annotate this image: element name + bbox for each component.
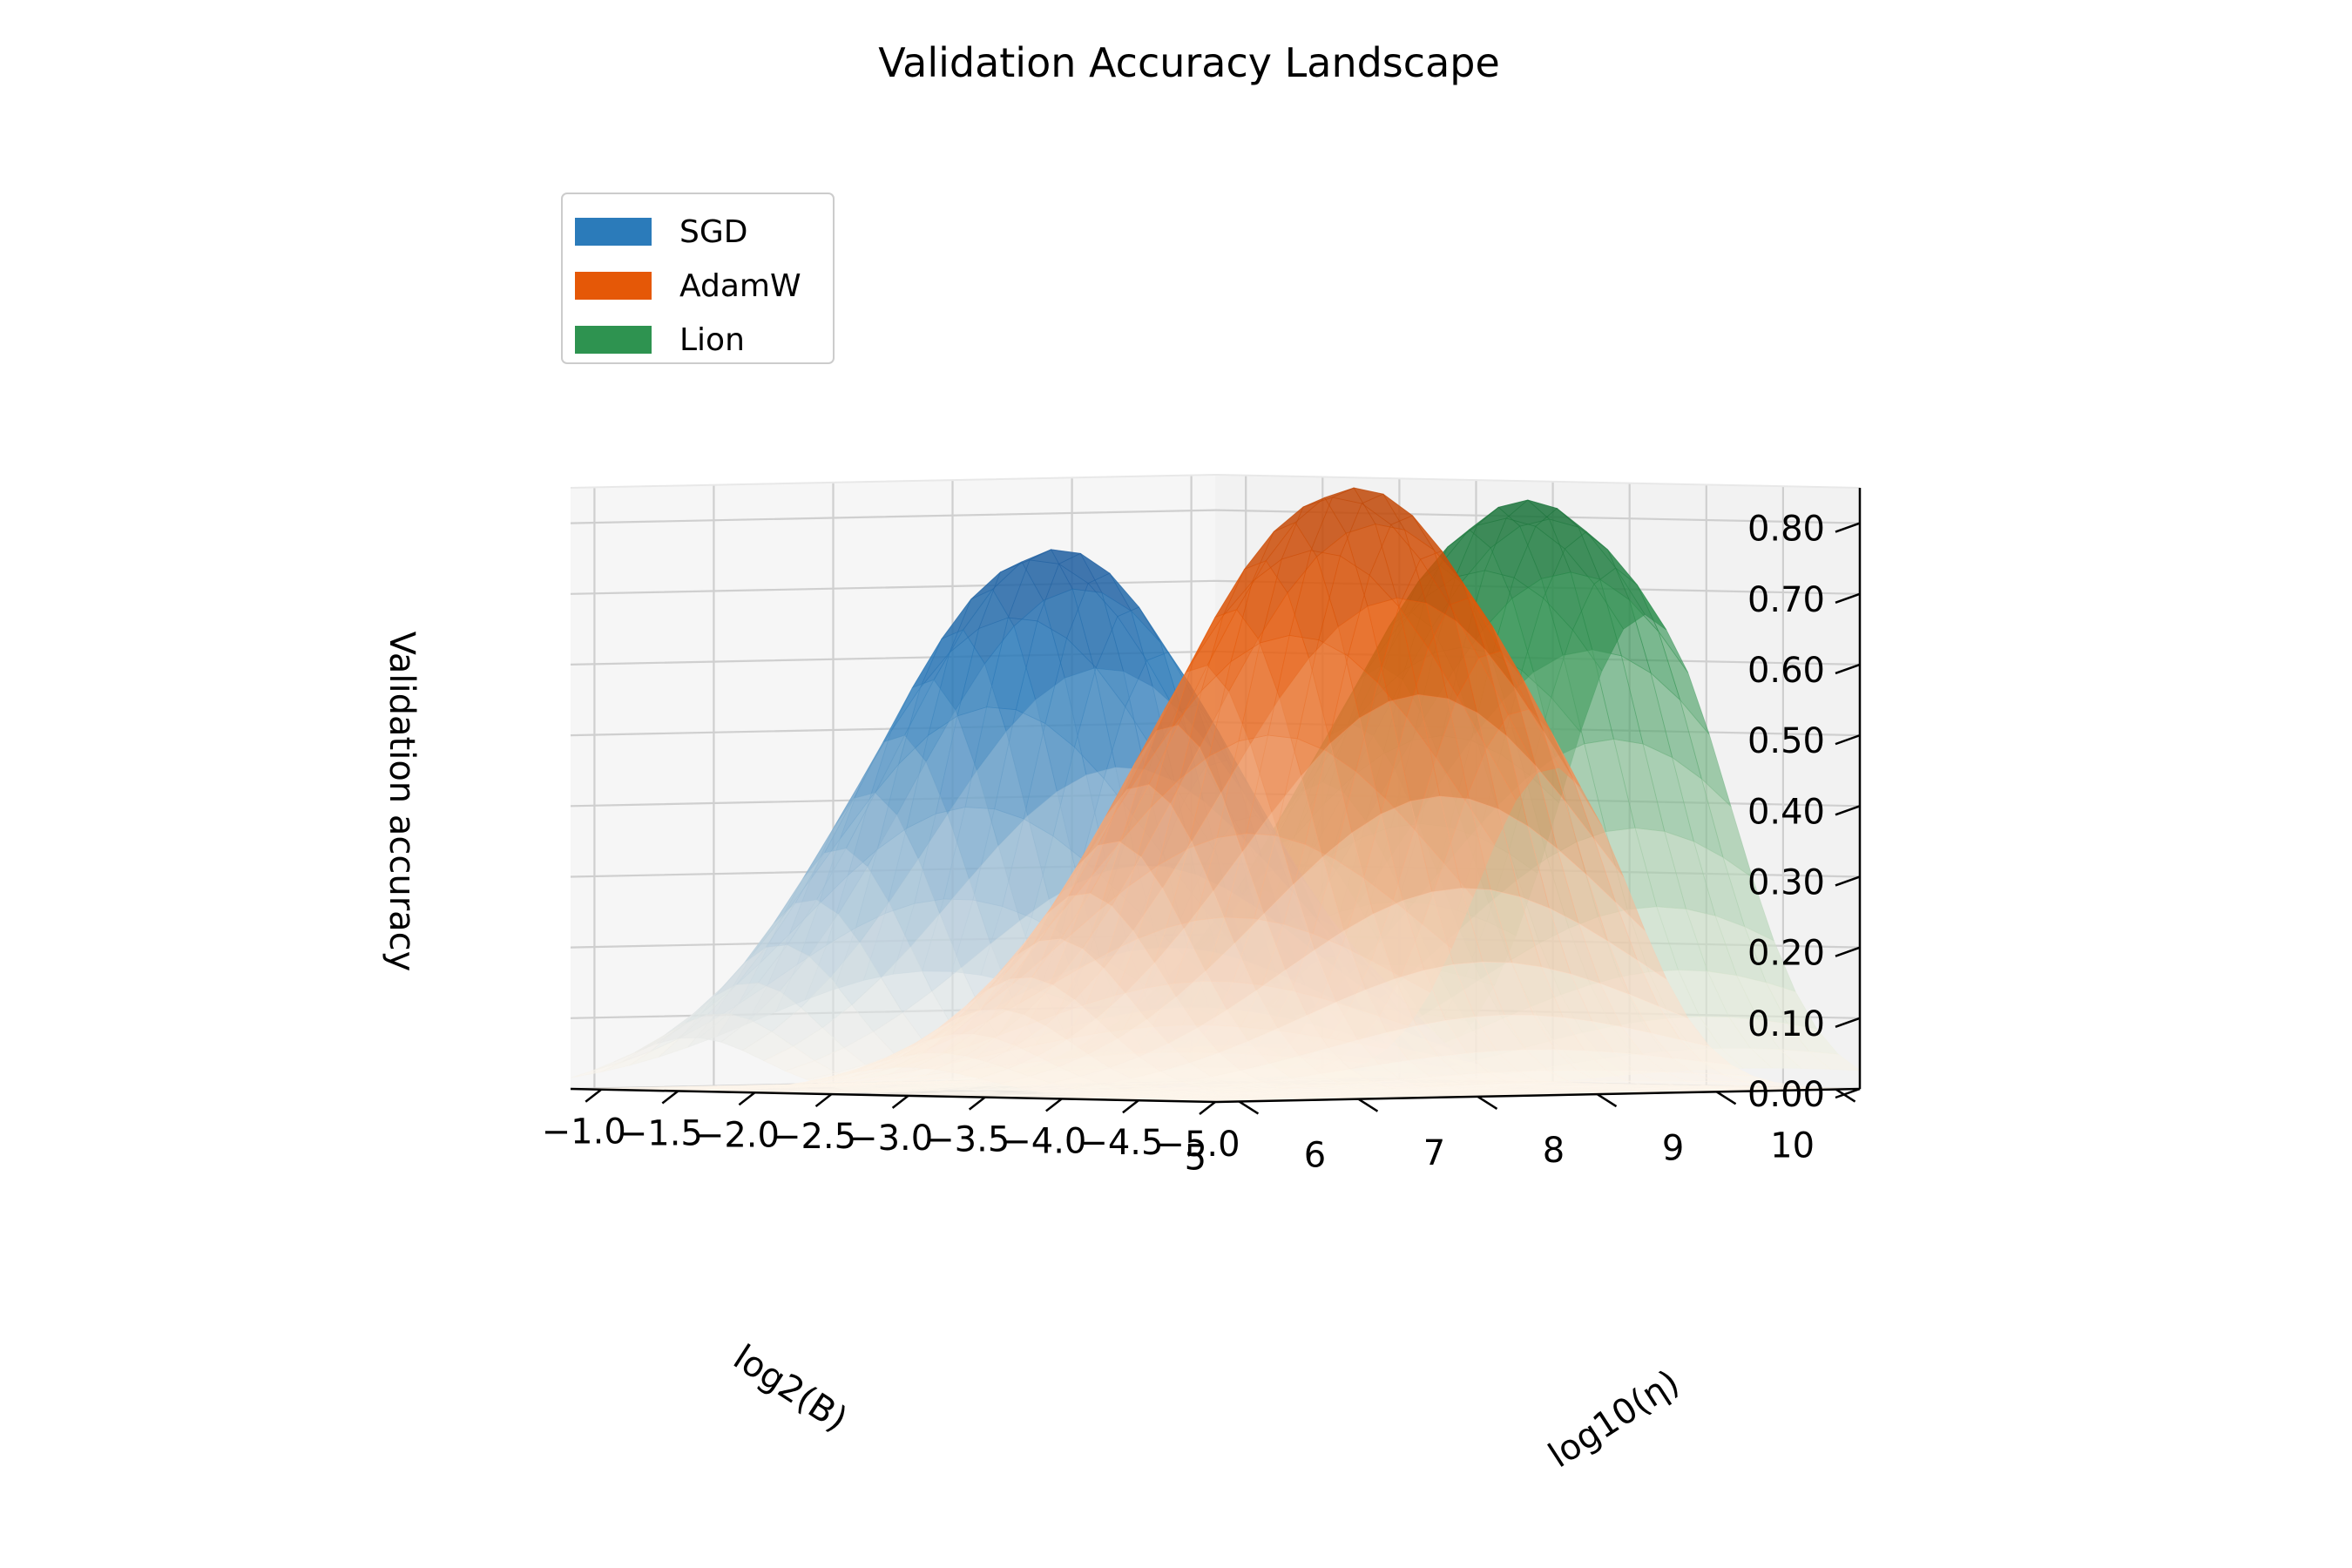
y-axis-line — [1214, 1087, 1861, 1104]
x-tick — [585, 1088, 603, 1103]
z-tick-label: 0.60 — [1747, 651, 1825, 691]
z-axis-label: Validation accuracy — [382, 632, 422, 972]
x-tick — [1199, 1101, 1216, 1115]
legend-swatch-sgd — [575, 218, 652, 246]
x-tick-label: −4.5 — [1078, 1123, 1163, 1163]
x-tick-label: −4.0 — [1002, 1121, 1086, 1161]
z-tick-label: 0.00 — [1747, 1075, 1825, 1115]
z-tick — [1835, 1087, 1861, 1099]
y-tick — [1715, 1091, 1737, 1105]
legend-label-lion: Lion — [679, 322, 745, 358]
z-tick-label: 0.40 — [1747, 792, 1825, 832]
x-tick-label: −2.5 — [772, 1117, 856, 1157]
y-tick — [1835, 1088, 1856, 1103]
x-tick-label: −3.5 — [925, 1120, 1010, 1160]
x-tick — [968, 1096, 986, 1111]
z-tick — [1835, 592, 1861, 604]
z-tick-label: 0.10 — [1747, 1004, 1825, 1044]
pane-top-edge — [570, 473, 1861, 489]
y-tick-label: 9 — [1662, 1128, 1684, 1168]
z-tick — [1835, 1017, 1861, 1029]
z-tick-label: 0.20 — [1747, 934, 1825, 974]
y-tick — [1596, 1093, 1618, 1108]
y-tick-label: 8 — [1543, 1131, 1565, 1171]
y-tick — [1238, 1100, 1260, 1115]
z-tick — [1835, 875, 1861, 887]
y-tick-label: 5 — [1185, 1138, 1206, 1178]
y-tick-label: 10 — [1770, 1126, 1815, 1166]
y-tick — [1477, 1095, 1498, 1110]
grid-line-z — [570, 579, 1861, 595]
x-tick — [1122, 1099, 1139, 1114]
z-tick-label: 0.50 — [1747, 721, 1825, 761]
x-tick-label: −1.0 — [542, 1112, 626, 1152]
x-tick — [738, 1092, 756, 1106]
y-axis-label: log2(B) — [727, 1337, 855, 1440]
x-tick-label: −1.5 — [618, 1114, 703, 1154]
z-tick — [1835, 663, 1861, 675]
z-tick — [1835, 733, 1861, 746]
x-tick-label: −3.0 — [848, 1119, 933, 1159]
y-tick — [1357, 1098, 1379, 1112]
x-axis-label: log10(η) — [1542, 1362, 1686, 1476]
surfaces — [570, 487, 1862, 1103]
x-tick — [1045, 1098, 1063, 1112]
x-tick — [661, 1090, 679, 1105]
y-tick-label: 7 — [1423, 1133, 1445, 1173]
z-tick-label: 0.70 — [1747, 580, 1825, 620]
z-tick — [1835, 805, 1861, 816]
legend-label-sgd: SGD — [679, 214, 747, 250]
x-tick-label: −2.0 — [695, 1115, 780, 1155]
z-tick — [1835, 522, 1861, 533]
chart-title: Validation Accuracy Landscape — [878, 39, 1500, 86]
legend-swatch-adamw — [575, 272, 652, 300]
x-tick — [814, 1093, 833, 1108]
y-tick-label: 6 — [1304, 1136, 1326, 1176]
x-tick-label: −5.0 — [1155, 1125, 1240, 1165]
surface-adamw — [570, 487, 1861, 1103]
x-tick — [891, 1094, 909, 1109]
legend-label-adamw: AdamW — [679, 268, 801, 304]
z-tick-label: 0.80 — [1747, 510, 1825, 550]
grid-line-z — [570, 509, 1861, 524]
z-tick-label: 0.30 — [1747, 862, 1825, 902]
legend-swatch-lion — [575, 326, 652, 354]
z-tick — [1835, 946, 1861, 957]
legend: SGD AdamW Lion — [561, 193, 835, 364]
